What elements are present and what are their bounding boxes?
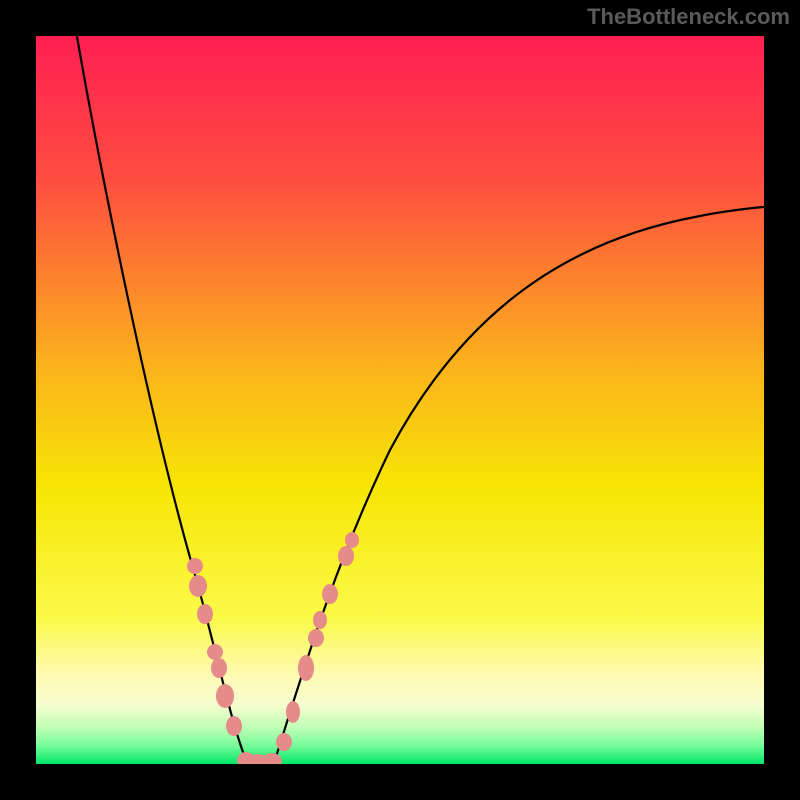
data-marker: [226, 716, 242, 736]
data-marker: [187, 558, 203, 574]
data-marker: [189, 575, 207, 597]
watermark-label: TheBottleneck.com: [587, 4, 790, 30]
data-marker: [345, 532, 359, 548]
data-marker: [286, 701, 300, 723]
data-marker: [207, 644, 223, 660]
data-marker: [338, 546, 354, 566]
data-marker: [216, 684, 234, 708]
data-marker: [322, 584, 338, 604]
data-marker: [313, 611, 327, 629]
data-marker: [197, 604, 213, 624]
gradient-background: [36, 36, 764, 764]
chart-container: TheBottleneck.com: [0, 0, 800, 800]
data-marker: [308, 629, 324, 647]
data-marker: [211, 658, 227, 678]
bottleneck-chart: [0, 0, 800, 800]
data-marker: [298, 655, 314, 681]
data-marker: [276, 733, 292, 751]
